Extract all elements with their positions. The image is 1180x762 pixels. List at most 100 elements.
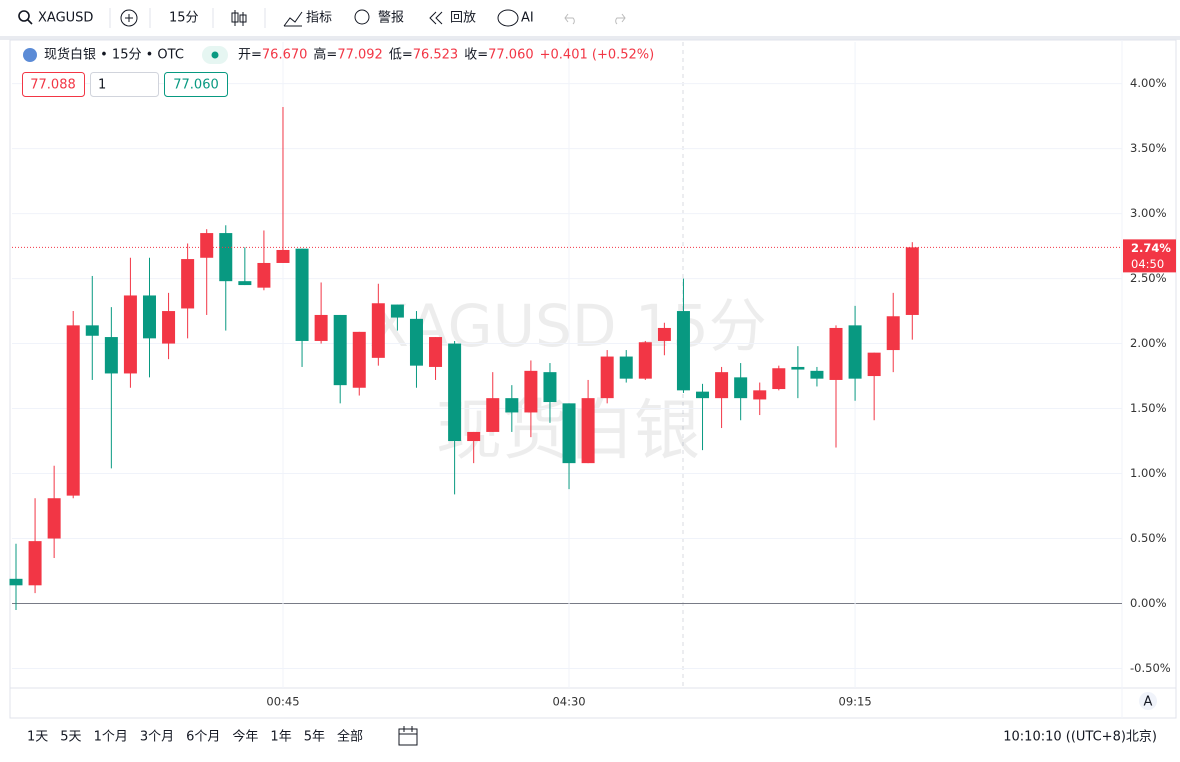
divider: [0, 36, 1180, 40]
status-dot: [211, 51, 219, 59]
body: [162, 311, 176, 344]
add-icon: [125, 14, 133, 22]
body: [791, 366, 805, 370]
undo[interactable]: [564, 13, 575, 25]
grid: -0.50% 0.00% 0.50% 1.00% 1.50% 2.00% 2.50% 3.00…: [12, 42, 1171, 709]
ohlc-label: 低=: [389, 48, 413, 63]
body: [104, 337, 118, 374]
range-button[interactable]: 1年: [270, 730, 291, 745]
separator: [109, 8, 266, 28]
body: [676, 311, 690, 391]
candle-icon[interactable]: [231, 10, 247, 26]
toolbar: XAGUSD 15分 指标 警报 回放 AI: [18, 8, 626, 28]
range-button[interactable]: 1个月: [94, 730, 128, 745]
body: [47, 498, 61, 539]
countdown: 04:50: [1131, 257, 1164, 271]
alert-icon: [354, 9, 370, 25]
calendar-icon[interactable]: [398, 726, 418, 746]
range-button[interactable]: 3个月: [140, 730, 174, 745]
body: [886, 316, 900, 351]
footer: 10:10:10 ((UTC+8)北京) 1天 5天 1个月 3个月 6个月 今年 1年 5年…: [27, 726, 1157, 746]
y-tick-label: 4.00%: [1130, 76, 1167, 90]
buy-box[interactable]: [164, 72, 228, 97]
body: [409, 318, 423, 366]
body: [467, 431, 481, 442]
body: [581, 398, 595, 464]
ai[interactable]: AI: [521, 11, 534, 26]
indicator-icon: [283, 11, 303, 27]
body: [85, 325, 99, 336]
body: [657, 327, 671, 341]
add-icon[interactable]: [120, 9, 138, 27]
y-tick-label: 0.00%: [1130, 596, 1167, 610]
body: [66, 325, 80, 496]
body: [390, 304, 404, 318]
ohlc-value: 76.670: [262, 48, 308, 63]
symbol-icon: [23, 48, 37, 62]
body: [9, 578, 23, 586]
x-tick-label: 04:30: [552, 695, 585, 709]
symbol[interactable]: XAGUSD: [38, 11, 93, 26]
range-button[interactable]: 1天: [27, 730, 48, 745]
search-icon[interactable]: [18, 10, 30, 22]
qty-box[interactable]: [90, 72, 159, 97]
sell-price[interactable]: 77.088: [30, 78, 76, 93]
body: [753, 390, 767, 400]
range-button[interactable]: 5天: [60, 730, 81, 745]
range-button[interactable]: 今年: [232, 729, 258, 745]
range-button[interactable]: 6个月: [186, 730, 220, 745]
search-icon: [27, 19, 33, 25]
body: [429, 337, 443, 367]
range-button[interactable]: 全部: [337, 729, 363, 745]
qty[interactable]: 1: [98, 78, 106, 93]
body: [619, 356, 633, 379]
y-tick-label: 1.00%: [1130, 466, 1167, 480]
indicators[interactable]: 指标: [306, 11, 332, 26]
body: [238, 281, 252, 286]
y-tick-label: 3.00%: [1130, 206, 1167, 220]
body: [314, 314, 328, 341]
body: [543, 372, 557, 403]
range-button[interactable]: 5年: [304, 730, 325, 745]
y-tick-label: -0.50%: [1130, 661, 1171, 675]
redo[interactable]: [615, 13, 626, 25]
body: [734, 377, 748, 399]
body: [715, 372, 729, 399]
chart-frame: [9, 39, 1177, 719]
body: [562, 403, 576, 464]
replay[interactable]: 回放: [450, 11, 476, 26]
price-tag: [1123, 239, 1176, 273]
ohlc-label: 收=: [464, 48, 488, 63]
clock: 10:10:10 ((UTC+8)北京): [1003, 730, 1157, 745]
body: [276, 249, 290, 263]
body: [333, 314, 347, 386]
ohlc-value: 77.092: [337, 48, 383, 63]
body: [295, 248, 309, 341]
sell-box[interactable]: [22, 72, 85, 97]
y-tick-label: 2.00%: [1130, 336, 1167, 350]
y-tick-label: 3.50%: [1130, 141, 1167, 155]
watermark-text: XAGUSD 15分: [369, 292, 767, 360]
body: [200, 233, 214, 258]
interval[interactable]: 15分: [169, 11, 199, 26]
alerts[interactable]: 警报: [378, 10, 404, 26]
body: [524, 370, 538, 413]
ohlc-value: 77.060: [488, 48, 534, 63]
legend: 现货白银 • 15分 • OTC 开= 76.670 高= 77.092 低= 76.52…: [22, 46, 655, 97]
ai-icon: [497, 9, 519, 27]
body: [600, 356, 614, 399]
body: [181, 259, 195, 309]
replay-icon: [429, 11, 443, 25]
ohlc-label: 开=: [238, 48, 262, 63]
body: [123, 295, 137, 374]
change: +0.401 (+0.52%): [540, 48, 655, 63]
buy-price[interactable]: 77.060: [173, 78, 219, 93]
body: [371, 303, 385, 358]
body: [28, 541, 42, 586]
body: [772, 368, 786, 390]
scale-label[interactable]: A: [1144, 695, 1153, 710]
body: [448, 343, 462, 442]
scale-button[interactable]: [1139, 692, 1157, 710]
body: [638, 342, 652, 379]
